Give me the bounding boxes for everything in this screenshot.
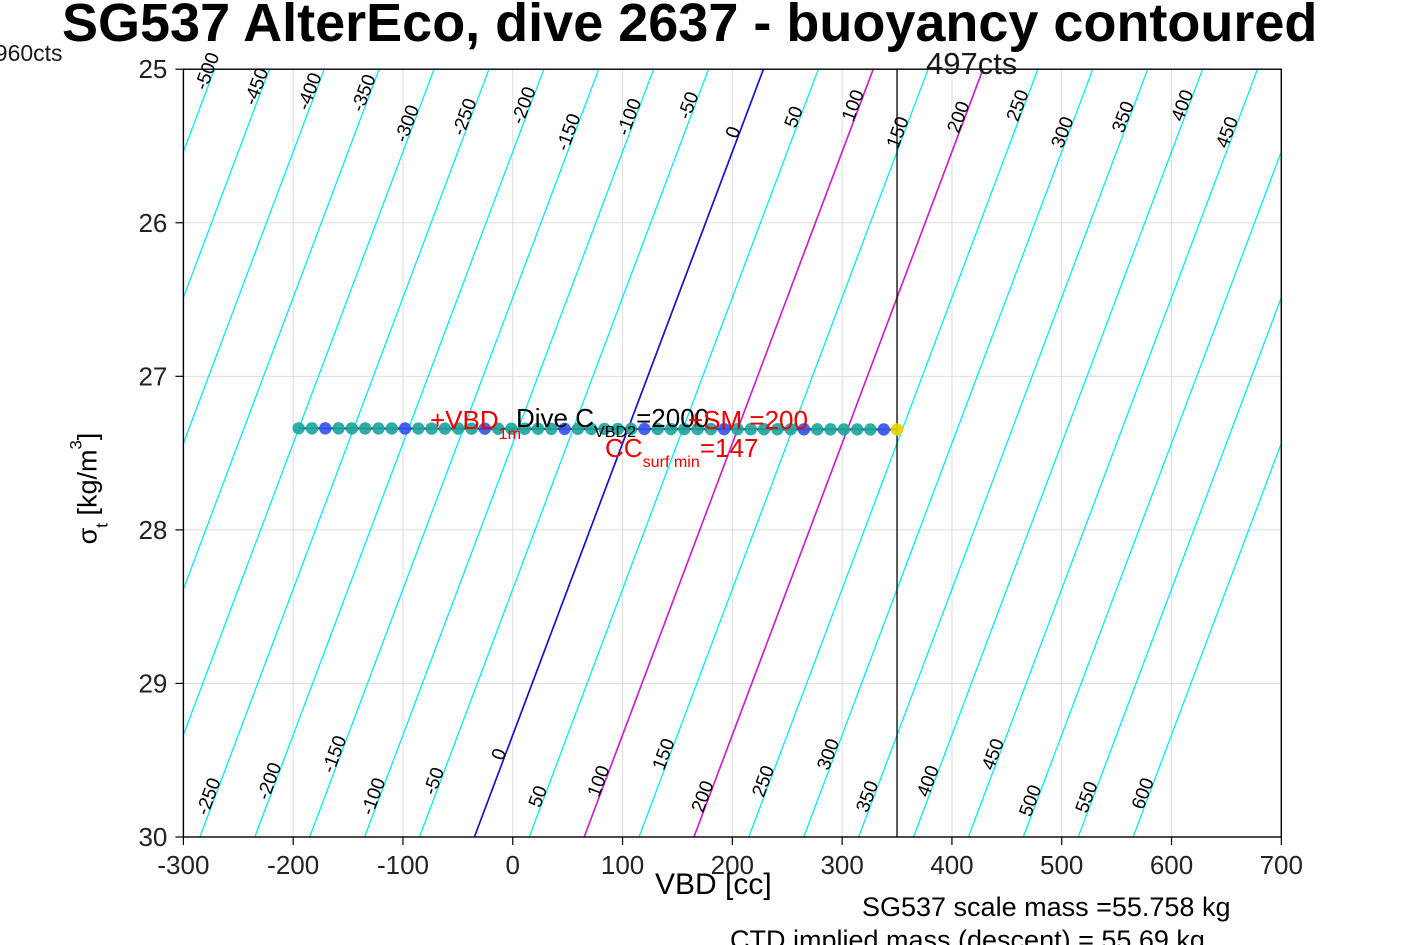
svg-text:28: 28 <box>138 515 167 545</box>
svg-text:27: 27 <box>138 361 167 391</box>
svg-text:-300: -300 <box>157 850 209 880</box>
svg-text:500: 500 <box>1040 850 1083 880</box>
svg-text:-100: -100 <box>377 850 429 880</box>
svg-text:29: 29 <box>138 668 167 698</box>
svg-text:26: 26 <box>138 208 167 238</box>
svg-text:600: 600 <box>1150 850 1193 880</box>
svg-text:-200: -200 <box>267 850 319 880</box>
svg-text:100: 100 <box>601 850 644 880</box>
svg-text:0: 0 <box>506 850 520 880</box>
svg-text:30: 30 <box>138 822 167 852</box>
svg-text:400: 400 <box>930 850 973 880</box>
svg-text:300: 300 <box>820 850 863 880</box>
svg-text:25: 25 <box>138 54 167 84</box>
svg-text:700: 700 <box>1260 850 1303 880</box>
